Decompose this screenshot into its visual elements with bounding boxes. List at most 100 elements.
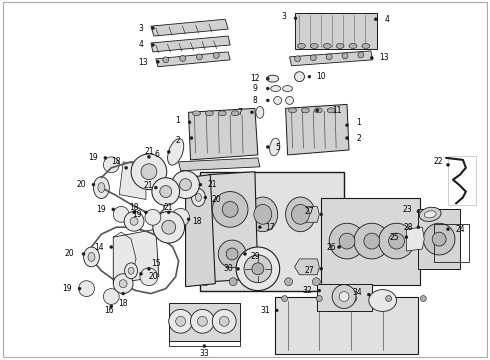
Circle shape [78, 281, 95, 297]
Ellipse shape [419, 207, 441, 221]
Circle shape [140, 268, 158, 285]
Circle shape [285, 278, 293, 285]
Polygon shape [179, 158, 260, 171]
Bar [434, 224, 469, 262]
Text: 20: 20 [212, 195, 221, 204]
Polygon shape [406, 227, 424, 251]
Text: 23: 23 [403, 205, 412, 214]
Circle shape [374, 18, 377, 21]
Circle shape [201, 278, 209, 285]
Circle shape [204, 196, 207, 199]
Circle shape [229, 278, 237, 285]
Text: 25: 25 [390, 233, 399, 242]
Circle shape [250, 111, 253, 114]
Circle shape [345, 124, 348, 127]
Circle shape [266, 99, 270, 102]
Text: 3: 3 [139, 24, 144, 33]
Circle shape [212, 192, 248, 227]
Ellipse shape [292, 204, 309, 224]
Text: 19: 19 [62, 284, 72, 293]
Polygon shape [119, 162, 146, 199]
Circle shape [423, 223, 455, 255]
Ellipse shape [289, 108, 296, 113]
Circle shape [82, 252, 85, 256]
Circle shape [153, 211, 185, 243]
Ellipse shape [310, 44, 318, 49]
Circle shape [160, 186, 172, 198]
Circle shape [266, 87, 270, 90]
Bar [318, 284, 372, 311]
Ellipse shape [210, 197, 240, 232]
Circle shape [358, 52, 364, 58]
Text: 24: 24 [455, 225, 465, 234]
Text: 19: 19 [97, 205, 106, 214]
Circle shape [113, 206, 129, 222]
Polygon shape [151, 36, 230, 52]
Ellipse shape [297, 44, 305, 49]
Circle shape [176, 316, 186, 326]
Text: 3: 3 [281, 12, 286, 21]
Circle shape [258, 226, 261, 229]
Ellipse shape [196, 194, 201, 202]
Ellipse shape [301, 108, 309, 113]
Ellipse shape [327, 108, 335, 113]
Circle shape [152, 178, 180, 206]
Circle shape [226, 248, 238, 260]
Circle shape [364, 233, 380, 249]
Text: 33: 33 [199, 348, 209, 357]
Text: 13: 13 [379, 53, 389, 62]
Circle shape [351, 296, 357, 302]
Text: 13: 13 [138, 58, 148, 67]
Text: 2: 2 [357, 134, 361, 143]
Circle shape [379, 223, 415, 259]
Text: 19: 19 [89, 153, 98, 162]
Bar [448, 156, 476, 206]
Bar [169, 303, 240, 341]
Bar [418, 210, 460, 269]
Circle shape [244, 252, 246, 256]
Ellipse shape [248, 197, 278, 232]
Circle shape [317, 296, 322, 302]
Circle shape [113, 274, 133, 294]
Circle shape [133, 211, 136, 214]
Circle shape [78, 287, 81, 290]
Circle shape [131, 154, 167, 190]
Circle shape [320, 267, 323, 270]
Ellipse shape [216, 204, 234, 224]
Text: 6: 6 [154, 150, 159, 159]
Polygon shape [189, 108, 258, 160]
Circle shape [219, 316, 229, 326]
Circle shape [386, 296, 392, 302]
Ellipse shape [323, 44, 331, 49]
Text: 18: 18 [129, 203, 139, 212]
Circle shape [237, 267, 240, 270]
Circle shape [187, 218, 190, 221]
Circle shape [130, 217, 138, 225]
Circle shape [339, 292, 349, 302]
Text: 34: 34 [352, 288, 362, 297]
Polygon shape [156, 52, 230, 67]
Polygon shape [286, 104, 349, 155]
Circle shape [266, 77, 270, 80]
Circle shape [110, 305, 113, 308]
Ellipse shape [336, 44, 344, 49]
Circle shape [310, 55, 317, 61]
Ellipse shape [124, 263, 138, 279]
Text: 8: 8 [252, 96, 257, 105]
Circle shape [446, 228, 449, 231]
Circle shape [104, 156, 107, 159]
Bar [275, 297, 418, 354]
Text: 30: 30 [223, 264, 233, 273]
Circle shape [92, 183, 95, 186]
Circle shape [190, 136, 193, 140]
Polygon shape [294, 13, 377, 49]
Circle shape [257, 278, 265, 285]
Circle shape [103, 157, 119, 173]
Text: 7: 7 [238, 108, 243, 117]
Text: 4: 4 [384, 15, 389, 24]
Ellipse shape [256, 106, 264, 118]
Circle shape [389, 233, 404, 249]
Text: 18: 18 [112, 157, 121, 166]
Circle shape [151, 44, 154, 46]
Polygon shape [186, 175, 215, 287]
